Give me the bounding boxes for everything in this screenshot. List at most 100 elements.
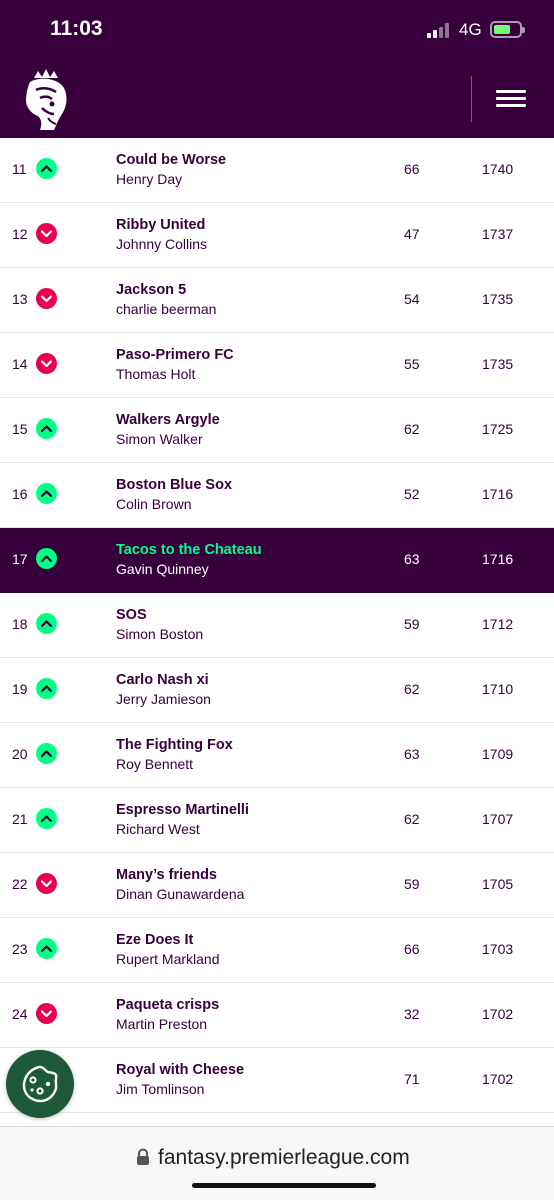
gameweek-points: 59 bbox=[404, 616, 420, 632]
rank: 11 bbox=[12, 161, 27, 177]
table-row[interactable]: 20 The Fighting Fox Roy Bennett 63 1709 bbox=[0, 723, 554, 788]
rank: 15 bbox=[12, 421, 28, 437]
gameweek-points: 54 bbox=[404, 291, 420, 307]
team-name-link[interactable]: Could be Worse bbox=[116, 152, 227, 168]
browser-url-bar[interactable]: fantasy.premierleague.com bbox=[0, 1126, 554, 1200]
gameweek-points: 63 bbox=[404, 746, 420, 762]
url-text: fantasy.premierleague.com bbox=[158, 1146, 410, 1169]
site-header bbox=[0, 60, 554, 138]
battery-icon bbox=[490, 21, 525, 38]
rank: 20 bbox=[12, 746, 28, 762]
gameweek-points: 47 bbox=[404, 226, 420, 242]
team-name-link[interactable]: Many’s friends bbox=[116, 867, 217, 883]
rank: 16 bbox=[12, 486, 28, 502]
team-name-link[interactable]: Paso-Primero FC bbox=[116, 347, 234, 363]
table-row[interactable]: 23 Eze Does It Rupert Markland 66 1703 bbox=[0, 918, 554, 983]
team-name-link[interactable]: Eze Does It bbox=[116, 932, 194, 948]
table-row[interactable]: 17 Tacos to the Chateau Gavin Quinney 63 171… bbox=[0, 528, 554, 593]
rank-up-icon bbox=[36, 613, 57, 634]
table-row[interactable]: 12 Ribby United Johnny Collins 47 1737 bbox=[0, 203, 554, 268]
rank-up-icon bbox=[36, 548, 57, 569]
home-indicator[interactable] bbox=[192, 1183, 376, 1188]
team-name-link[interactable]: Paqueta crisps bbox=[116, 997, 220, 1013]
total-points: 1725 bbox=[482, 421, 514, 437]
rank-down-icon bbox=[36, 288, 57, 309]
rank-up-icon bbox=[36, 158, 57, 179]
table-row[interactable]: 14 Paso-Primero FC Thomas Holt 55 1735 bbox=[0, 333, 554, 398]
gameweek-points: 62 bbox=[404, 681, 420, 697]
total-points: 1735 bbox=[482, 291, 514, 307]
team-name-link[interactable]: Espresso Martinelli bbox=[116, 802, 249, 818]
cookie-icon bbox=[22, 1065, 58, 1103]
manager-name: Colin Brown bbox=[116, 496, 192, 512]
table-row[interactable]: Royal with Cheese Jim Tomlinson 71 1702 bbox=[0, 1048, 554, 1113]
rank-up-icon bbox=[36, 938, 57, 959]
lock-icon bbox=[137, 1148, 149, 1165]
status-time: 11:03 bbox=[50, 17, 103, 40]
rank: 14 bbox=[12, 356, 28, 372]
team-name-link[interactable]: Jackson 5 bbox=[116, 282, 187, 298]
manager-name: Henry Day bbox=[116, 171, 183, 187]
table-row[interactable]: 15 Walkers Argyle Simon Walker 62 1725 bbox=[0, 398, 554, 463]
cookie-settings-button[interactable] bbox=[6, 1050, 74, 1118]
total-points: 1709 bbox=[482, 746, 514, 762]
total-points: 1740 bbox=[482, 161, 514, 177]
team-name-link[interactable]: Royal with Cheese bbox=[116, 1062, 245, 1078]
total-points: 1737 bbox=[482, 226, 514, 242]
total-points: 1735 bbox=[482, 356, 514, 372]
table-row[interactable]: 24 Paqueta crisps Martin Preston 32 1702 bbox=[0, 983, 554, 1048]
table-row[interactable]: 22 Many’s friends Dinan Gunawardena 59 1705 bbox=[0, 853, 554, 918]
table-row[interactable]: 18 SOS Simon Boston 59 1712 bbox=[0, 593, 554, 658]
premier-league-lion-icon[interactable] bbox=[20, 68, 72, 130]
rank: 18 bbox=[12, 616, 28, 632]
rank: 13 bbox=[12, 291, 28, 307]
table-row[interactable]: 16 Boston Blue Sox Colin Brown 52 1716 bbox=[0, 463, 554, 528]
gameweek-points: 66 bbox=[404, 161, 420, 177]
table-row[interactable]: 19 Carlo Nash xi Jerry Jamieson 62 1710 bbox=[0, 658, 554, 723]
team-name-link[interactable]: Ribby United bbox=[116, 217, 206, 233]
total-points: 1716 bbox=[482, 551, 514, 567]
rank-up-icon bbox=[36, 808, 57, 829]
manager-name: Roy Bennett bbox=[116, 756, 194, 772]
manager-name: Johnny Collins bbox=[116, 236, 208, 252]
table-row[interactable]: 21 Espresso Martinelli Richard West 62 1707 bbox=[0, 788, 554, 853]
table-row[interactable]: 11 Could be Worse Henry Day 66 1740 bbox=[0, 138, 554, 203]
manager-name: Rupert Markland bbox=[116, 951, 220, 967]
rank-down-icon bbox=[36, 873, 57, 894]
standings-table: 11 Could be Worse Henry Day 66 1740 12 Ribby U… bbox=[0, 138, 554, 1113]
manager-name: Jim Tomlinson bbox=[116, 1081, 205, 1097]
total-points: 1702 bbox=[482, 1071, 514, 1087]
rank-up-icon bbox=[36, 418, 57, 439]
rank: 23 bbox=[12, 941, 28, 957]
rank: 17 bbox=[12, 551, 28, 567]
team-name-link[interactable]: Tacos to the Chateau bbox=[116, 542, 262, 558]
gameweek-points: 66 bbox=[404, 941, 420, 957]
rank: 22 bbox=[12, 876, 28, 892]
rank: 12 bbox=[12, 226, 28, 242]
rank-down-icon bbox=[36, 353, 57, 374]
gameweek-points: 62 bbox=[404, 811, 420, 827]
network-type: 4G bbox=[459, 20, 482, 39]
signal-icon bbox=[427, 22, 453, 38]
menu-button[interactable] bbox=[494, 86, 530, 112]
manager-name: charlie beerman bbox=[116, 301, 217, 317]
team-name-link[interactable]: Carlo Nash xi bbox=[116, 672, 209, 688]
rank-up-icon bbox=[36, 743, 57, 764]
team-name-link[interactable]: Boston Blue Sox bbox=[116, 477, 233, 493]
team-name-link[interactable]: Walkers Argyle bbox=[116, 412, 220, 428]
rank-down-icon bbox=[36, 223, 57, 244]
manager-name: Simon Walker bbox=[116, 431, 203, 447]
total-points: 1710 bbox=[482, 681, 514, 697]
rank: 21 bbox=[12, 811, 28, 827]
total-points: 1705 bbox=[482, 876, 514, 892]
total-points: 1707 bbox=[482, 811, 514, 827]
gameweek-points: 62 bbox=[404, 421, 420, 437]
gameweek-points: 71 bbox=[404, 1071, 420, 1087]
total-points: 1716 bbox=[482, 486, 514, 502]
team-name-link[interactable]: SOS bbox=[116, 607, 147, 623]
table-row[interactable]: 13 Jackson 5 charlie beerman 54 1735 bbox=[0, 268, 554, 333]
manager-name: Jerry Jamieson bbox=[116, 691, 211, 707]
total-points: 1703 bbox=[482, 941, 514, 957]
team-name-link[interactable]: The Fighting Fox bbox=[116, 737, 233, 753]
rank-down-icon bbox=[36, 1003, 57, 1024]
